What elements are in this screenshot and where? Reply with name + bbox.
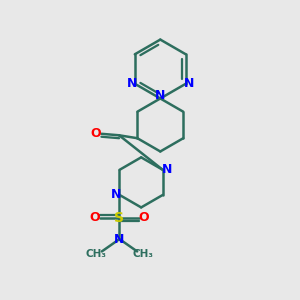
Text: N: N — [184, 77, 194, 90]
Text: S: S — [115, 211, 124, 225]
Text: N: N — [110, 188, 121, 201]
Text: O: O — [91, 127, 101, 140]
Text: N: N — [127, 77, 137, 90]
Text: O: O — [90, 212, 101, 224]
Text: CH₃: CH₃ — [85, 249, 106, 259]
Text: N: N — [155, 89, 166, 102]
Text: O: O — [139, 212, 149, 224]
Text: N: N — [114, 232, 125, 246]
Text: CH₃: CH₃ — [133, 249, 154, 259]
Text: N: N — [161, 164, 172, 176]
